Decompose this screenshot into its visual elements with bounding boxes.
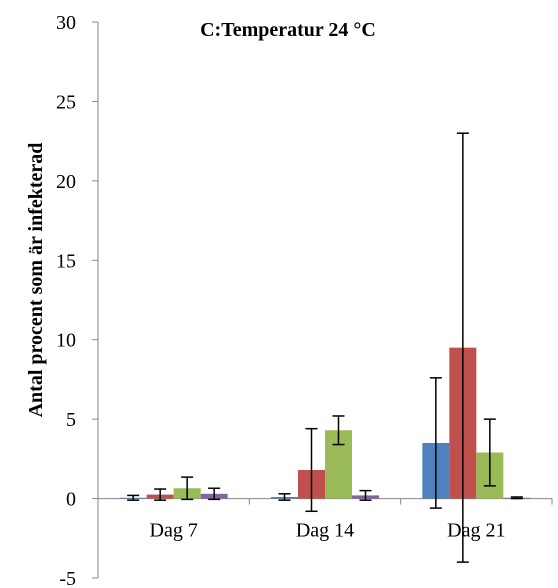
x-tick-label: Dag 21 (447, 520, 505, 542)
y-axis-label: Antal procent som är infekterad (25, 143, 47, 418)
chart-title: C:Temperatur 24 °C (200, 19, 376, 41)
y-tick-label: 0 (66, 489, 76, 511)
y-tick-label: 10 (56, 330, 76, 352)
y-tick-label: 25 (56, 91, 76, 113)
x-tick-label: Dag 7 (150, 520, 198, 542)
y-tick-label: -5 (59, 568, 76, 588)
chart-marks: -5 0 5 10 15 20 25 30 Dag 7 Dag 14 Dag 21 (56, 12, 553, 588)
y-tick-label: 30 (56, 12, 76, 34)
x-tick-label: Dag 14 (296, 520, 354, 542)
y-tick-label: 20 (56, 171, 76, 193)
y-tick-label: 15 (56, 250, 76, 272)
y-tick-label: 5 (66, 409, 76, 431)
